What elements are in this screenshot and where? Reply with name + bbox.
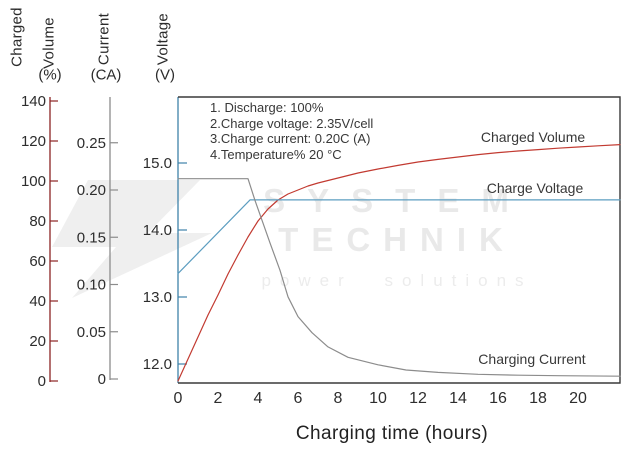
volume-tick-label: 40 bbox=[29, 293, 46, 310]
x-tick-label: 8 bbox=[334, 390, 343, 407]
watermark-bolt-icon bbox=[52, 180, 212, 298]
watermark-line3: power solutions bbox=[261, 271, 533, 290]
voltage-tick-label: 12.0 bbox=[143, 356, 172, 373]
annotation-line: 1. Discharge: 100% bbox=[210, 100, 324, 115]
current-axis-title: Current bbox=[95, 12, 113, 66]
plot-border bbox=[178, 96, 621, 384]
volume-axis-unit: (%) bbox=[38, 66, 62, 84]
x-tick-label: 20 bbox=[569, 390, 587, 407]
volume-tick-label: 100 bbox=[21, 173, 46, 190]
volume-tick-label: 20 bbox=[29, 333, 46, 350]
volume-axis-title-line1: Charged bbox=[8, 7, 26, 67]
x-tick-label: 6 bbox=[294, 390, 303, 407]
x-axis-title: Charging time (hours) bbox=[295, 423, 489, 444]
watermark-line2: TECHNIK bbox=[278, 221, 516, 258]
volume-tick-label: 140 bbox=[21, 93, 46, 110]
volume-tick-label: 60 bbox=[29, 253, 46, 270]
x-tick-label: 12 bbox=[409, 390, 427, 407]
current-tick-label: 0.25 bbox=[77, 135, 106, 152]
charged-volume-curve-label: Charged Volume bbox=[480, 129, 586, 145]
x-tick-label: 16 bbox=[489, 390, 507, 407]
volume-tick-label: 80 bbox=[29, 213, 46, 230]
current-axis-unit: (CA) bbox=[90, 66, 122, 84]
annotation-line: 2.Charge voltage: 2.35V/cell bbox=[210, 115, 374, 131]
volume-axis-title-line2: Volume bbox=[40, 17, 58, 69]
annotation-line: 3.Charge current: 0.20C (A) bbox=[210, 131, 371, 146]
charge-voltage-curve-label: Charge Voltage bbox=[486, 180, 584, 196]
voltage-tick-label: 15.0 bbox=[143, 155, 172, 172]
current-tick-label: 0.15 bbox=[77, 229, 106, 246]
x-tick-label: 2 bbox=[214, 390, 223, 407]
x-tick-label: 4 bbox=[254, 390, 263, 407]
x-tick-label: 18 bbox=[529, 390, 547, 407]
current-tick-label: 0.20 bbox=[77, 182, 106, 199]
voltage-tick-label: 13.0 bbox=[143, 289, 172, 306]
x-tick-label: 14 bbox=[449, 390, 467, 407]
charging-current-curve-label: Charging Current bbox=[478, 351, 586, 367]
chart-conditions-note: 1. Discharge: 100% 2.Charge voltage: 2.3… bbox=[210, 100, 373, 162]
current-tick-label: 0 bbox=[98, 371, 106, 388]
charged-volume-curve bbox=[177, 144, 621, 382]
volume-tick-label: 0 bbox=[38, 373, 46, 390]
current-tick-label: 0.05 bbox=[77, 324, 106, 341]
voltage-axis-title: Voltage bbox=[154, 12, 172, 66]
current-tick-label: 0.10 bbox=[77, 277, 106, 294]
voltage-tick-label: 14.0 bbox=[143, 222, 172, 239]
x-tick-label: 10 bbox=[369, 390, 387, 407]
annotation-line: 4.Temperature% 20 °C bbox=[210, 146, 342, 162]
charging-current-curve bbox=[177, 178, 621, 377]
x-tick-label: 0 bbox=[174, 390, 183, 407]
charge-voltage-curve bbox=[177, 199, 621, 275]
volume-tick-label: 120 bbox=[21, 133, 46, 150]
voltage-axis-unit: (V) bbox=[155, 66, 175, 84]
